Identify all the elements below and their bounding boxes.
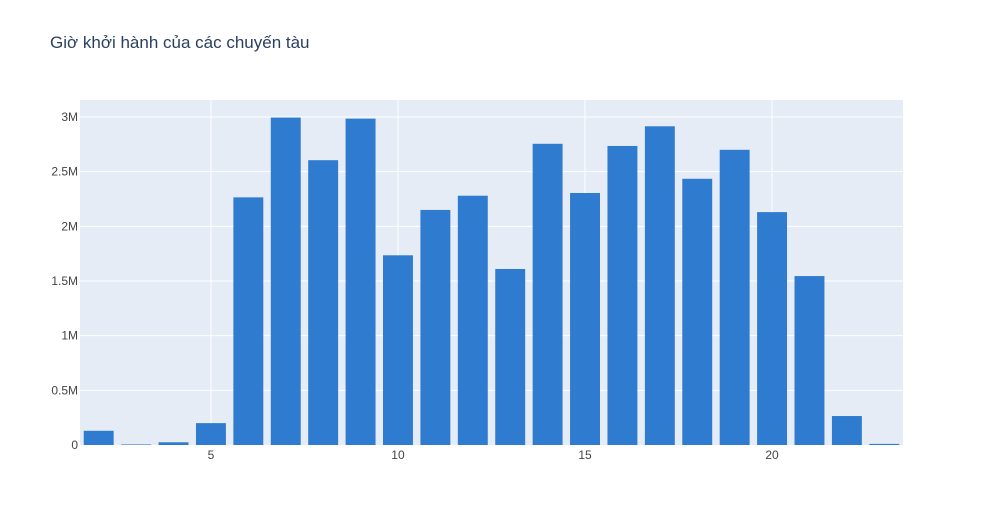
x-tick-label: 10: [391, 448, 405, 462]
bar[interactable]: [682, 178, 713, 446]
bar[interactable]: [869, 443, 900, 445]
y-tick-label: 3M: [61, 110, 78, 124]
bars: [83, 117, 900, 446]
x-tick-label: 15: [578, 448, 592, 462]
y-tick-label: 2M: [61, 219, 78, 233]
y-tick-label: 0.5M: [51, 383, 78, 397]
y-axis-ticks: 0 0.5M 1M 1.5M 2M 2.5M 3M: [51, 110, 78, 452]
bar[interactable]: [233, 197, 264, 445]
bar[interactable]: [308, 160, 339, 446]
bar[interactable]: [158, 442, 189, 445]
bar[interactable]: [195, 423, 226, 445]
bar[interactable]: [420, 209, 451, 445]
bar[interactable]: [607, 145, 638, 445]
y-tick-label: 1.5M: [51, 274, 78, 288]
bar[interactable]: [495, 268, 526, 445]
bar[interactable]: [757, 212, 788, 445]
bar[interactable]: [570, 192, 600, 445]
x-axis-ticks: 5 10 15 20: [208, 448, 779, 462]
bar[interactable]: [270, 117, 301, 446]
bar[interactable]: [794, 276, 825, 445]
y-tick-label: 1M: [61, 329, 78, 343]
x-tick-label: 5: [208, 448, 215, 462]
bar[interactable]: [83, 430, 114, 445]
bar[interactable]: [383, 255, 413, 445]
bar[interactable]: [532, 143, 563, 445]
y-tick-label: 0: [71, 438, 78, 452]
bar[interactable]: [644, 126, 675, 445]
bar[interactable]: [345, 118, 376, 445]
bar[interactable]: [121, 444, 152, 445]
bar[interactable]: [719, 149, 750, 446]
bar[interactable]: [457, 195, 488, 445]
chart-title: Giờ khởi hành của các chuyến tàu: [50, 33, 310, 52]
x-tick-label: 20: [765, 448, 779, 462]
bar[interactable]: [831, 416, 862, 445]
y-tick-label: 2.5M: [51, 165, 78, 179]
